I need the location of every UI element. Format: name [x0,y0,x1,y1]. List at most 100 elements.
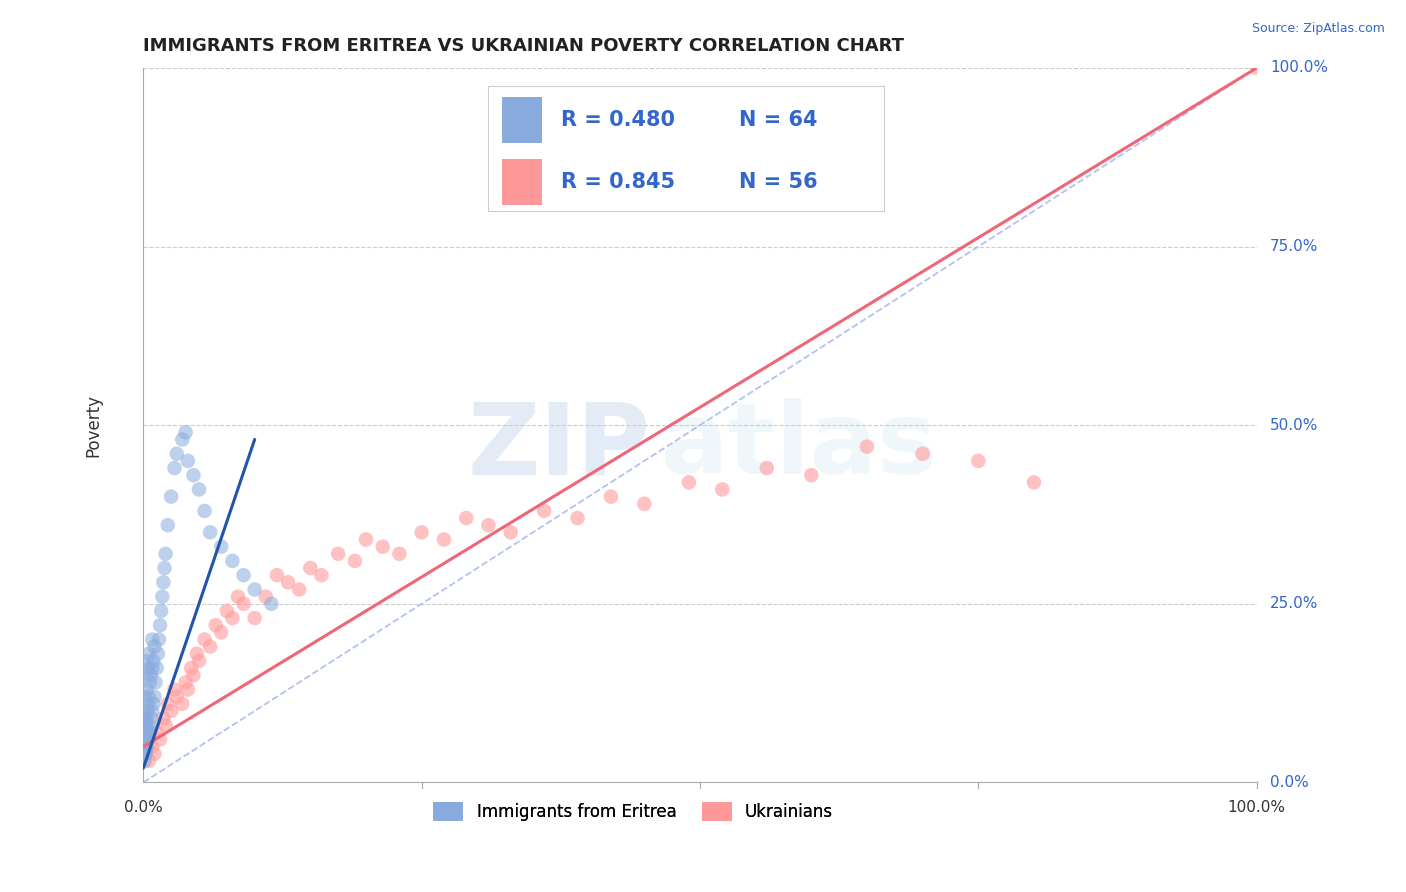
Point [163,461,186,475]
Point [232,597,254,611]
Point [156,697,179,711]
Point [166,447,188,461]
Point [138,725,160,739]
Legend: Immigrants from Eritrea, Ukrainians: Immigrants from Eritrea, Ukrainians [427,795,839,828]
Point [299,561,322,575]
Point [139,675,162,690]
Point [152,575,174,590]
Point [477,518,499,533]
Text: 0.0%: 0.0% [1270,775,1309,790]
Point [371,540,394,554]
Point [135,711,157,725]
Text: N = 64: N = 64 [740,110,817,130]
Text: 100.0%: 100.0% [1227,800,1285,815]
Point [142,697,165,711]
Point [135,747,157,761]
Point [186,647,208,661]
Point [139,668,162,682]
Point [160,490,183,504]
Point [1246,61,1268,75]
Point [145,725,167,739]
Point [135,704,157,718]
Point [172,433,194,447]
Point [149,732,172,747]
Point [600,490,623,504]
Point [145,661,167,675]
Point [254,590,277,604]
Point [221,611,243,625]
Text: 50.0%: 50.0% [1270,417,1319,433]
Point [755,461,778,475]
Point [139,718,162,732]
Point [152,711,174,725]
Point [146,647,169,661]
Point [188,483,211,497]
Point [456,511,478,525]
Point [215,604,238,618]
Point [156,518,179,533]
Text: R = 0.845: R = 0.845 [561,172,675,193]
Point [166,690,188,704]
Point [155,547,177,561]
Point [136,661,159,675]
Point [142,654,165,668]
Point [141,632,163,647]
Text: 0.0%: 0.0% [124,800,163,815]
Point [135,668,157,682]
FancyBboxPatch shape [488,86,884,211]
Point [163,682,186,697]
Point [433,533,456,547]
FancyBboxPatch shape [502,159,541,205]
Text: 25.0%: 25.0% [1270,596,1319,611]
Point [155,718,177,732]
Text: ZIP: ZIP [467,398,650,495]
Point [143,690,166,704]
Point [153,561,176,575]
Point [193,504,215,518]
Point [138,754,160,768]
Point [388,547,411,561]
Point [328,547,350,561]
Point [141,661,163,675]
Point [198,525,221,540]
Point [138,647,160,661]
Point [149,618,172,632]
Point [277,575,299,590]
Point [135,725,157,739]
Point [134,739,156,754]
Point [134,711,156,725]
Point [135,718,157,732]
Point [138,690,160,704]
Point [354,533,377,547]
Point [678,475,700,490]
Point [188,654,211,668]
Point [243,582,266,597]
Point [800,468,823,483]
Point [150,604,173,618]
Point [226,590,249,604]
Point [533,504,555,518]
Point [135,739,157,754]
Point [148,632,170,647]
Point [145,675,167,690]
Point [136,704,159,718]
Point [174,675,197,690]
Point [209,540,232,554]
Text: R = 0.480: R = 0.480 [561,110,675,130]
Point [260,597,283,611]
Point [177,454,200,468]
Point [134,732,156,747]
Point [183,468,205,483]
Point [135,747,157,761]
Point [1022,475,1045,490]
Point [138,725,160,739]
Point [139,711,162,725]
Point [136,732,159,747]
Point [135,682,157,697]
Point [143,747,166,761]
Point [193,632,215,647]
Point [160,704,183,718]
Point [633,497,655,511]
Point [711,483,734,497]
Point [411,525,433,540]
